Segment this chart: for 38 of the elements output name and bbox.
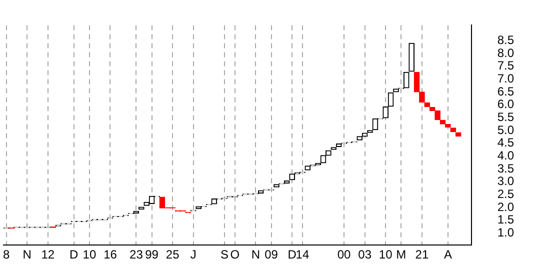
y-tick-label: 1.0	[497, 226, 514, 240]
x-tick-label: 21	[415, 247, 429, 262]
y-tick-label: 7.5	[497, 58, 514, 73]
x-tick-label: D	[70, 247, 79, 262]
x-tick-label: 00	[337, 247, 352, 262]
y-tick-label: 3.0	[497, 174, 514, 188]
y-tick-label: 2.0	[497, 200, 514, 214]
y-tick-label: 8.0	[497, 46, 514, 60]
y-tick-label: 8.5	[497, 32, 514, 47]
y-tick-label: 5.0	[497, 122, 514, 137]
y-tick-label: 6.0	[497, 97, 514, 112]
x-tick-label: M	[396, 247, 406, 262]
y-tick-label: 5.5	[497, 110, 514, 124]
x-tick-label: 03	[358, 247, 372, 262]
y-tick-label: 7.0	[497, 71, 514, 86]
x-tick-label: 99	[145, 247, 159, 262]
x-tick-label: N	[22, 247, 32, 262]
x-tick-label: S	[220, 247, 229, 262]
x-tick-label: 10	[82, 247, 96, 262]
x-tick-label: O	[230, 247, 240, 262]
x-tick-label: 14	[296, 247, 310, 262]
y-tick-label: 4.5	[497, 136, 514, 150]
x-tick-label: 09	[264, 247, 278, 262]
x-tick-label: 10	[378, 247, 393, 262]
y-tick-label: 3.5	[497, 161, 514, 176]
y-tick-label: 1.5	[497, 212, 514, 227]
x-tick-label: N	[251, 247, 260, 262]
x-tick-label: 23	[130, 247, 144, 262]
x-tick-label: 12	[41, 247, 55, 262]
x-tick-label: A	[444, 247, 452, 262]
x-tick-label: 8	[2, 247, 10, 262]
x-tick-label: J	[190, 247, 196, 262]
x-tick-label: D	[288, 247, 297, 262]
x-tick-label: 16	[104, 247, 118, 262]
y-tick-label: 2.5	[497, 187, 514, 202]
y-tick-label: 6.5	[497, 84, 514, 98]
y-tick-label: 4.0	[497, 148, 514, 162]
x-tick-label: 25	[166, 247, 180, 262]
